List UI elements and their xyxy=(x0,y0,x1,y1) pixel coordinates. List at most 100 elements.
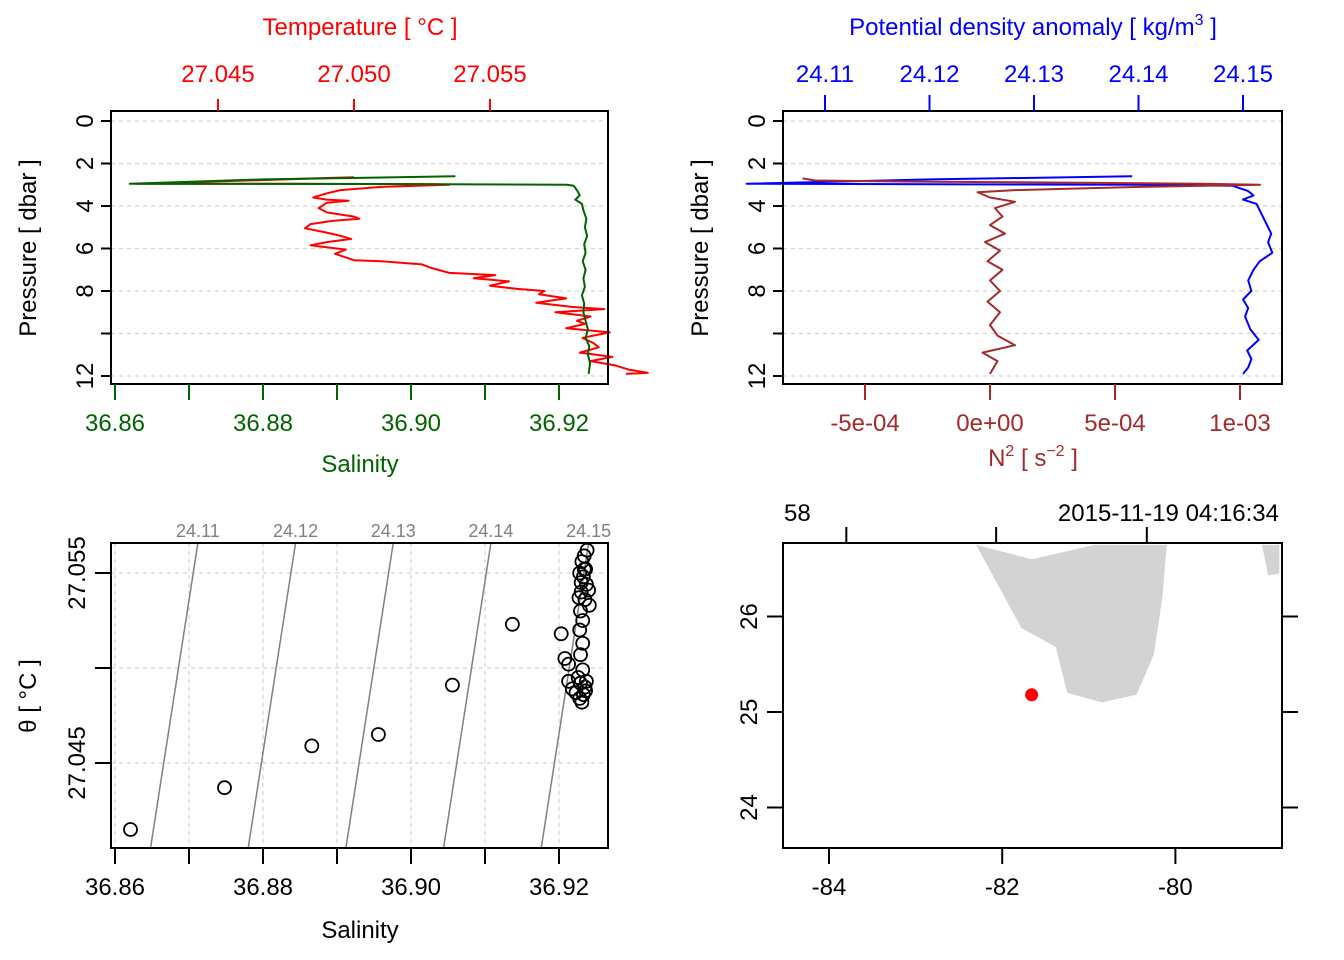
station-marker xyxy=(1025,688,1039,702)
density-tick-label: 24.11 xyxy=(796,61,854,88)
p1-gridlines xyxy=(111,120,608,377)
panel-density-n2: 0 2 4 6 8 12 24.11 24.12 24.13 24.14 24.15 -5e-04… xyxy=(687,12,1283,472)
ts-point xyxy=(573,647,588,663)
ts-point xyxy=(575,613,591,628)
density-profile-line xyxy=(745,175,1274,375)
isopycnal-label: 24.15 xyxy=(566,521,611,541)
temperature-tick-label: 27.055 xyxy=(453,61,526,88)
p1-ytick-label: 8 xyxy=(72,284,99,297)
density-tick-label: 24.15 xyxy=(1213,61,1273,88)
p1-ytick-label: 4 xyxy=(72,199,99,212)
p1-y-axis: 0 2 4 6 8 12 xyxy=(72,114,111,389)
land-polygon xyxy=(1262,544,1280,576)
p2-ytick-label: 4 xyxy=(744,199,771,212)
p2-ytick-label: 6 xyxy=(744,242,771,255)
salinity-tick-label: 36.86 xyxy=(85,410,145,437)
ts-point xyxy=(217,780,232,796)
n2-tick-label: -5e-04 xyxy=(830,410,899,437)
density-tick-label: 24.12 xyxy=(899,61,959,88)
temperature-tick-label: 27.045 xyxy=(181,61,254,88)
salinity-tick-label: 36.92 xyxy=(529,410,589,437)
ts-point xyxy=(123,822,138,837)
p1-ytick-label: 0 xyxy=(72,114,99,127)
ts-point xyxy=(581,582,596,598)
p3-isopycnals: 24.11 24.12 24.13 24.14 24.15 xyxy=(149,521,611,849)
p3-ytick-label: 27.045 xyxy=(64,726,91,799)
ts-point xyxy=(304,738,320,754)
p3-xtick-label: 36.86 xyxy=(85,874,145,901)
ts-point xyxy=(444,677,460,693)
panel-ts-diagram: 24.11 24.12 24.13 24.14 24.15 36.86 36.88 36.9… xyxy=(15,521,611,944)
land-polygon xyxy=(976,544,1167,703)
ts-point xyxy=(370,727,386,742)
isopycnal-line xyxy=(149,542,199,849)
p1-ytick-label: 12 xyxy=(72,363,99,390)
p2-ytick-label: 8 xyxy=(744,284,771,297)
density-tick-label: 24.13 xyxy=(1004,61,1064,88)
station-time-label: 2015-11-19 04:16:34 xyxy=(1058,500,1279,527)
p1-ytick-label: 2 xyxy=(72,157,99,170)
panel-station-map: -84 -82 -80 24 25 26 58 2015-11-19 04:16:34 xyxy=(736,500,1298,901)
ts-point xyxy=(570,670,586,685)
isopycnal-line xyxy=(442,542,492,849)
isopycnal-label: 24.12 xyxy=(273,521,318,541)
salinity-axis-title: Salinity xyxy=(321,451,398,478)
p2-gridlines xyxy=(783,120,1282,377)
p2-ytick-label: 2 xyxy=(744,157,771,170)
n2-tick-label: 0e+00 xyxy=(956,410,1023,437)
p2-frame xyxy=(782,110,1283,385)
p2-pressure-axis-title: Pressure [ dbar ] xyxy=(687,159,714,336)
temperature-profile-line xyxy=(135,176,649,375)
longitude-tick-label: -80 xyxy=(1158,874,1193,901)
ts-salinity-axis-title: Salinity xyxy=(321,917,398,944)
ts-point xyxy=(571,590,587,606)
p1-temperature-axis: 27.045 27.050 27.055 xyxy=(181,61,527,111)
p4-station xyxy=(1025,688,1039,702)
p3-xtick-label: 36.88 xyxy=(233,874,293,901)
p4-frame xyxy=(782,542,1283,849)
ts-point xyxy=(575,635,591,651)
p3-y-axis: 27.045 27.055 xyxy=(64,536,111,800)
p3-ytick-label: 27.055 xyxy=(64,536,91,609)
ts-point xyxy=(572,622,588,638)
salinity-tick-label: 36.90 xyxy=(381,410,441,437)
station-number-label: 58 xyxy=(784,500,811,527)
longitude-tick-label: -84 xyxy=(812,874,847,901)
density-tick-label: 24.14 xyxy=(1108,61,1168,88)
p3-gridlines xyxy=(111,543,608,848)
ts-point xyxy=(579,673,594,689)
p2-density-axis: 24.11 24.12 24.13 24.14 24.15 xyxy=(796,61,1273,111)
p4-land xyxy=(976,544,1280,703)
ts-point xyxy=(576,561,592,577)
p1-pressure-axis-title: Pressure [ dbar ] xyxy=(15,159,42,336)
p1-frame xyxy=(110,110,609,385)
salinity-tick-label: 36.88 xyxy=(233,410,293,437)
p1-series xyxy=(128,175,649,375)
isopycnal-label: 24.11 xyxy=(176,521,220,541)
p2-series xyxy=(745,175,1274,375)
n2-tick-label: 1e-03 xyxy=(1209,410,1270,437)
ts-point xyxy=(553,626,569,642)
ts-point xyxy=(561,656,576,672)
n2-tick-label: 5e-04 xyxy=(1084,410,1145,437)
ts-point xyxy=(578,683,593,699)
p3-x-axis: 36.86 36.88 36.90 36.92 xyxy=(85,848,589,901)
p2-ytick-label: 12 xyxy=(744,363,771,390)
p2-ytick-label: 0 xyxy=(744,114,771,127)
p1-salinity-axis: 36.86 36.88 36.90 36.92 xyxy=(85,384,589,437)
ts-point xyxy=(573,575,589,590)
theta-axis-title: θ [ °C ] xyxy=(15,659,42,733)
isopycnal-label: 24.13 xyxy=(371,521,416,541)
p2-n2-axis: -5e-04 0e+00 5e-04 1e-03 xyxy=(830,384,1271,437)
p3-xtick-label: 36.90 xyxy=(381,874,441,901)
p4-axes: -84 -82 -80 24 25 26 xyxy=(736,527,1298,901)
isopycnal-label: 24.14 xyxy=(468,521,513,541)
density-axis-title: Potential density anomaly [ kg/m3 ] xyxy=(849,12,1217,41)
n2-axis-title: N2 [ s−2 ] xyxy=(988,443,1078,472)
p3-points xyxy=(123,542,597,837)
p1-ytick-label: 6 xyxy=(72,242,99,255)
p3-xtick-label: 36.92 xyxy=(529,874,589,901)
salinity-profile-line xyxy=(128,175,592,375)
